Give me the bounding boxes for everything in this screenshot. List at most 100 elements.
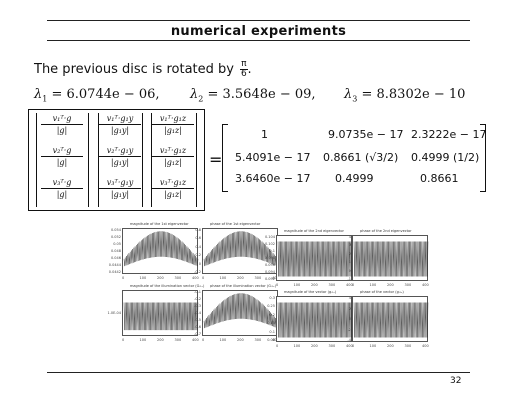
eigenvalue-2: λ2 = 3.5648e − 09, [190,87,316,104]
lhs-matrix-right-bracket [200,109,205,211]
plot-xtick: 300 [174,338,182,342]
plot-ytick: 0.092 [264,277,275,281]
rhs-cell: 5.4091e − 17 [235,151,311,164]
plot-xtick: 300 [404,344,412,348]
plot-ytick: -0.5 [194,318,201,322]
eigenvector-plot [276,296,353,342]
plot-xtick: 400 [192,338,199,342]
plot-xtick: 0 [276,283,279,287]
plot-trace [123,302,199,331]
plot-ytick: 1.0E-04 [107,311,122,315]
plot-ytick: -0.4 [194,311,201,315]
plot-xtick: 400 [192,276,199,280]
abs-bar [36,113,37,207]
plot-ytick: 0.2 [269,312,275,317]
plot-xtick: 100 [139,276,147,280]
plot-xtick: 200 [157,338,164,342]
abs-bar [196,113,197,207]
plot-ytick: 0 [348,317,351,321]
lhs-entry: v₁ᵀ·g |g| [41,114,83,135]
lhs-entry: v₂ᵀ·g₁y |g₁y| [99,146,141,167]
plot-ytick: 1 [348,260,351,265]
plot-title: magnitude of the vector (gᵢ₁ₓ) [284,290,337,294]
rhs-cell: 3.6460e − 17 [235,172,311,185]
rotation-denominator: 6 [240,69,247,79]
plot-xtick: 300 [174,276,182,280]
plot-xtick: 300 [328,283,336,287]
plot-ytick: 0.104 [264,235,275,239]
plot-trace [353,241,429,277]
title-bottom-rule [47,40,470,41]
lhs-entry: v₃ᵀ·g₁z |g₁z| [152,178,194,199]
plot-ytick: 0.096 [264,263,275,267]
plot-xtick: 0 [122,276,125,280]
intro-period: . [247,62,252,77]
plot-ytick: 0.0442 [108,270,121,274]
plot-ytick: 0.8 [195,228,201,232]
plot-ytick: -0.7 [194,332,201,336]
plot-ytick: 2 [348,306,351,311]
plot-title: phase of the vector (gᵢ₁ₓ) [360,290,404,294]
plot-ytick: 0.15 [267,321,275,326]
plot-xtick: 0 [352,344,355,348]
plot-ytick: 0.098 [264,256,275,260]
plot-xtick: 200 [387,344,394,348]
plot-ytick: -0.3 [194,304,201,308]
plot-xtick: 400 [346,344,353,348]
eigenvalue-2-label: λ [190,87,199,102]
abs-bar [142,113,143,207]
plot-xtick: 100 [369,283,377,287]
plot-ytick: 0 [198,261,201,266]
plot-ytick: 0.2 [195,253,201,258]
lhs-entry: v₁ᵀ·g₁y |g₁y| [99,114,141,135]
plot-ytick: 0.6 [195,236,201,241]
equals-sign: = [209,150,223,169]
plot-title: phase of the 1st eigenvector [210,222,261,226]
plot-ytick: 0.05 [113,242,121,246]
lhs-entry: v₃ᵀ·g₁y |g₁y| [99,178,141,199]
abs-bar [88,113,89,207]
slide-title: numerical experiments [170,24,347,39]
rhs-cell: 0.4999 [335,172,374,185]
plot-ytick: 0.052 [110,235,121,239]
eigenvalue-3-label: λ [344,87,353,102]
plot-title: magnitude of the 1st eigenvector [130,222,189,226]
plot-xtick: 0 [122,338,125,342]
lhs-matrix-left-bracket [28,109,204,211]
plot-title: magnitude of the 2nd eigenvector [284,229,344,233]
plot-ytick: -0.2 [194,270,201,274]
plot-xtick: 200 [237,338,244,342]
eigenvalue-3-value: = 8.8302e − 10 [361,87,466,102]
plot-trace [203,231,279,267]
rhs-cell: 0.4999 (1/2) [411,151,480,164]
plot-ytick: 0.4 [195,244,201,249]
rhs-matrix: 1 9.0735e − 17 2.3222e − 17 5.4091e − 17… [222,124,486,192]
plot-xtick: 400 [346,283,353,287]
plot-xtick: 400 [272,338,279,342]
rhs-cell: 2.3222e − 17 [411,128,487,141]
plot-ytick: 4 [348,296,351,300]
rotation-numerator: π [240,59,248,70]
plot-xtick: 200 [387,283,394,287]
plot-xtick: 0 [202,338,205,342]
eigenvalue-1: λ1 = 6.0744e − 06, [34,87,160,104]
eigenvalue-2-sub: 2 [198,94,204,104]
plot-xtick: 300 [404,283,412,287]
rhs-cell: 9.0735e − 17 [328,128,404,141]
plot-title: magnitude of the illumination vector (Gᵢ… [130,284,205,288]
plot-ytick: 0.1 [269,329,275,334]
plot-xtick: 0 [276,344,279,348]
plot-xtick: 300 [254,276,262,280]
lhs-entry: v₁ᵀ·g₁z |g₁z| [152,114,194,135]
plot-xtick: 100 [293,283,301,287]
plot-xtick: 400 [272,276,279,280]
plot-ytick: -0.1 [194,290,201,294]
abs-bar [151,113,152,207]
abs-bar [98,113,99,207]
plot-ytick: 0.046 [110,256,121,260]
eigenvalue-3: λ3 = 8.8302e − 10 [344,87,465,104]
plot-ytick: -2 [347,327,352,332]
plot-ytick: -0.2 [194,297,201,301]
intro-line: The previous disc is rotated by π 6 . [34,60,252,79]
page-number: 32 [450,376,462,386]
